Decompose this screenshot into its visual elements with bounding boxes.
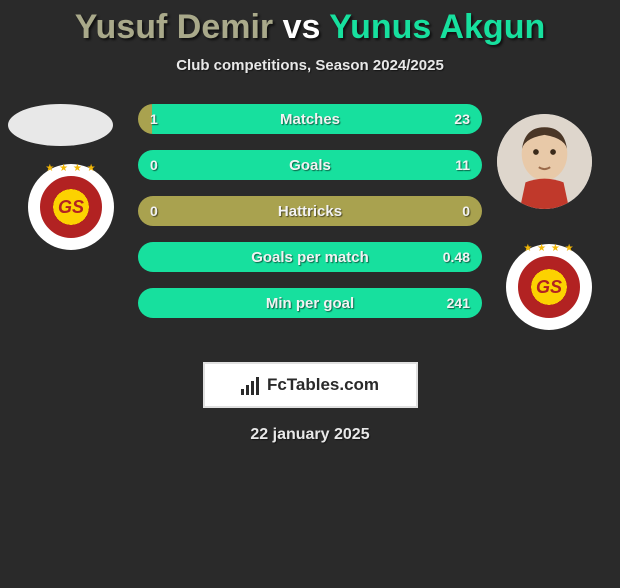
subtitle: Club competitions, Season 2024/2025 [0,57,620,74]
brand-text: FcTables.com [267,375,379,395]
stat-row: Matches123 [138,104,482,134]
brand-box: FcTables.com [203,362,418,408]
player2-club-badge: ★ ★ ★ ★ GS [506,244,592,330]
player1-club-badge: ★ ★ ★ ★ GS [28,164,114,250]
stat-bars: Matches123 Goals011 Hattricks00 Goals per m… [138,104,482,334]
stat-bar-left [138,196,482,226]
vs-text: vs [283,8,321,46]
player2-avatar [497,114,592,209]
player1-name: Yusuf Demir [75,8,273,46]
comparison-area: ★ ★ ★ ★ GS ★ ★ ★ ★ GS Matches123 Goals011… [0,104,620,354]
player1-club-initials: GS [58,197,84,218]
stat-bar-right [138,242,482,272]
stat-bar-right [138,288,482,318]
stat-bar-right [152,104,482,134]
club-stars-icon: ★ ★ ★ ★ [523,243,574,254]
chart-icon [241,375,261,395]
stat-row: Goals per match0.48 [138,242,482,272]
player2-club-initials: GS [536,277,562,298]
stat-row: Hattricks00 [138,196,482,226]
stat-row: Goals011 [138,150,482,180]
stat-bar-left [138,104,152,134]
date-text: 22 january 2025 [0,426,620,444]
player1-avatar [8,104,113,146]
stat-bar-right [138,150,482,180]
stat-row: Min per goal241 [138,288,482,318]
player2-name: Yunus Akgun [329,8,545,46]
comparison-title: Yusuf Demir vs Yunus Akgun [0,8,620,47]
club-stars-icon: ★ ★ ★ ★ [45,163,96,174]
